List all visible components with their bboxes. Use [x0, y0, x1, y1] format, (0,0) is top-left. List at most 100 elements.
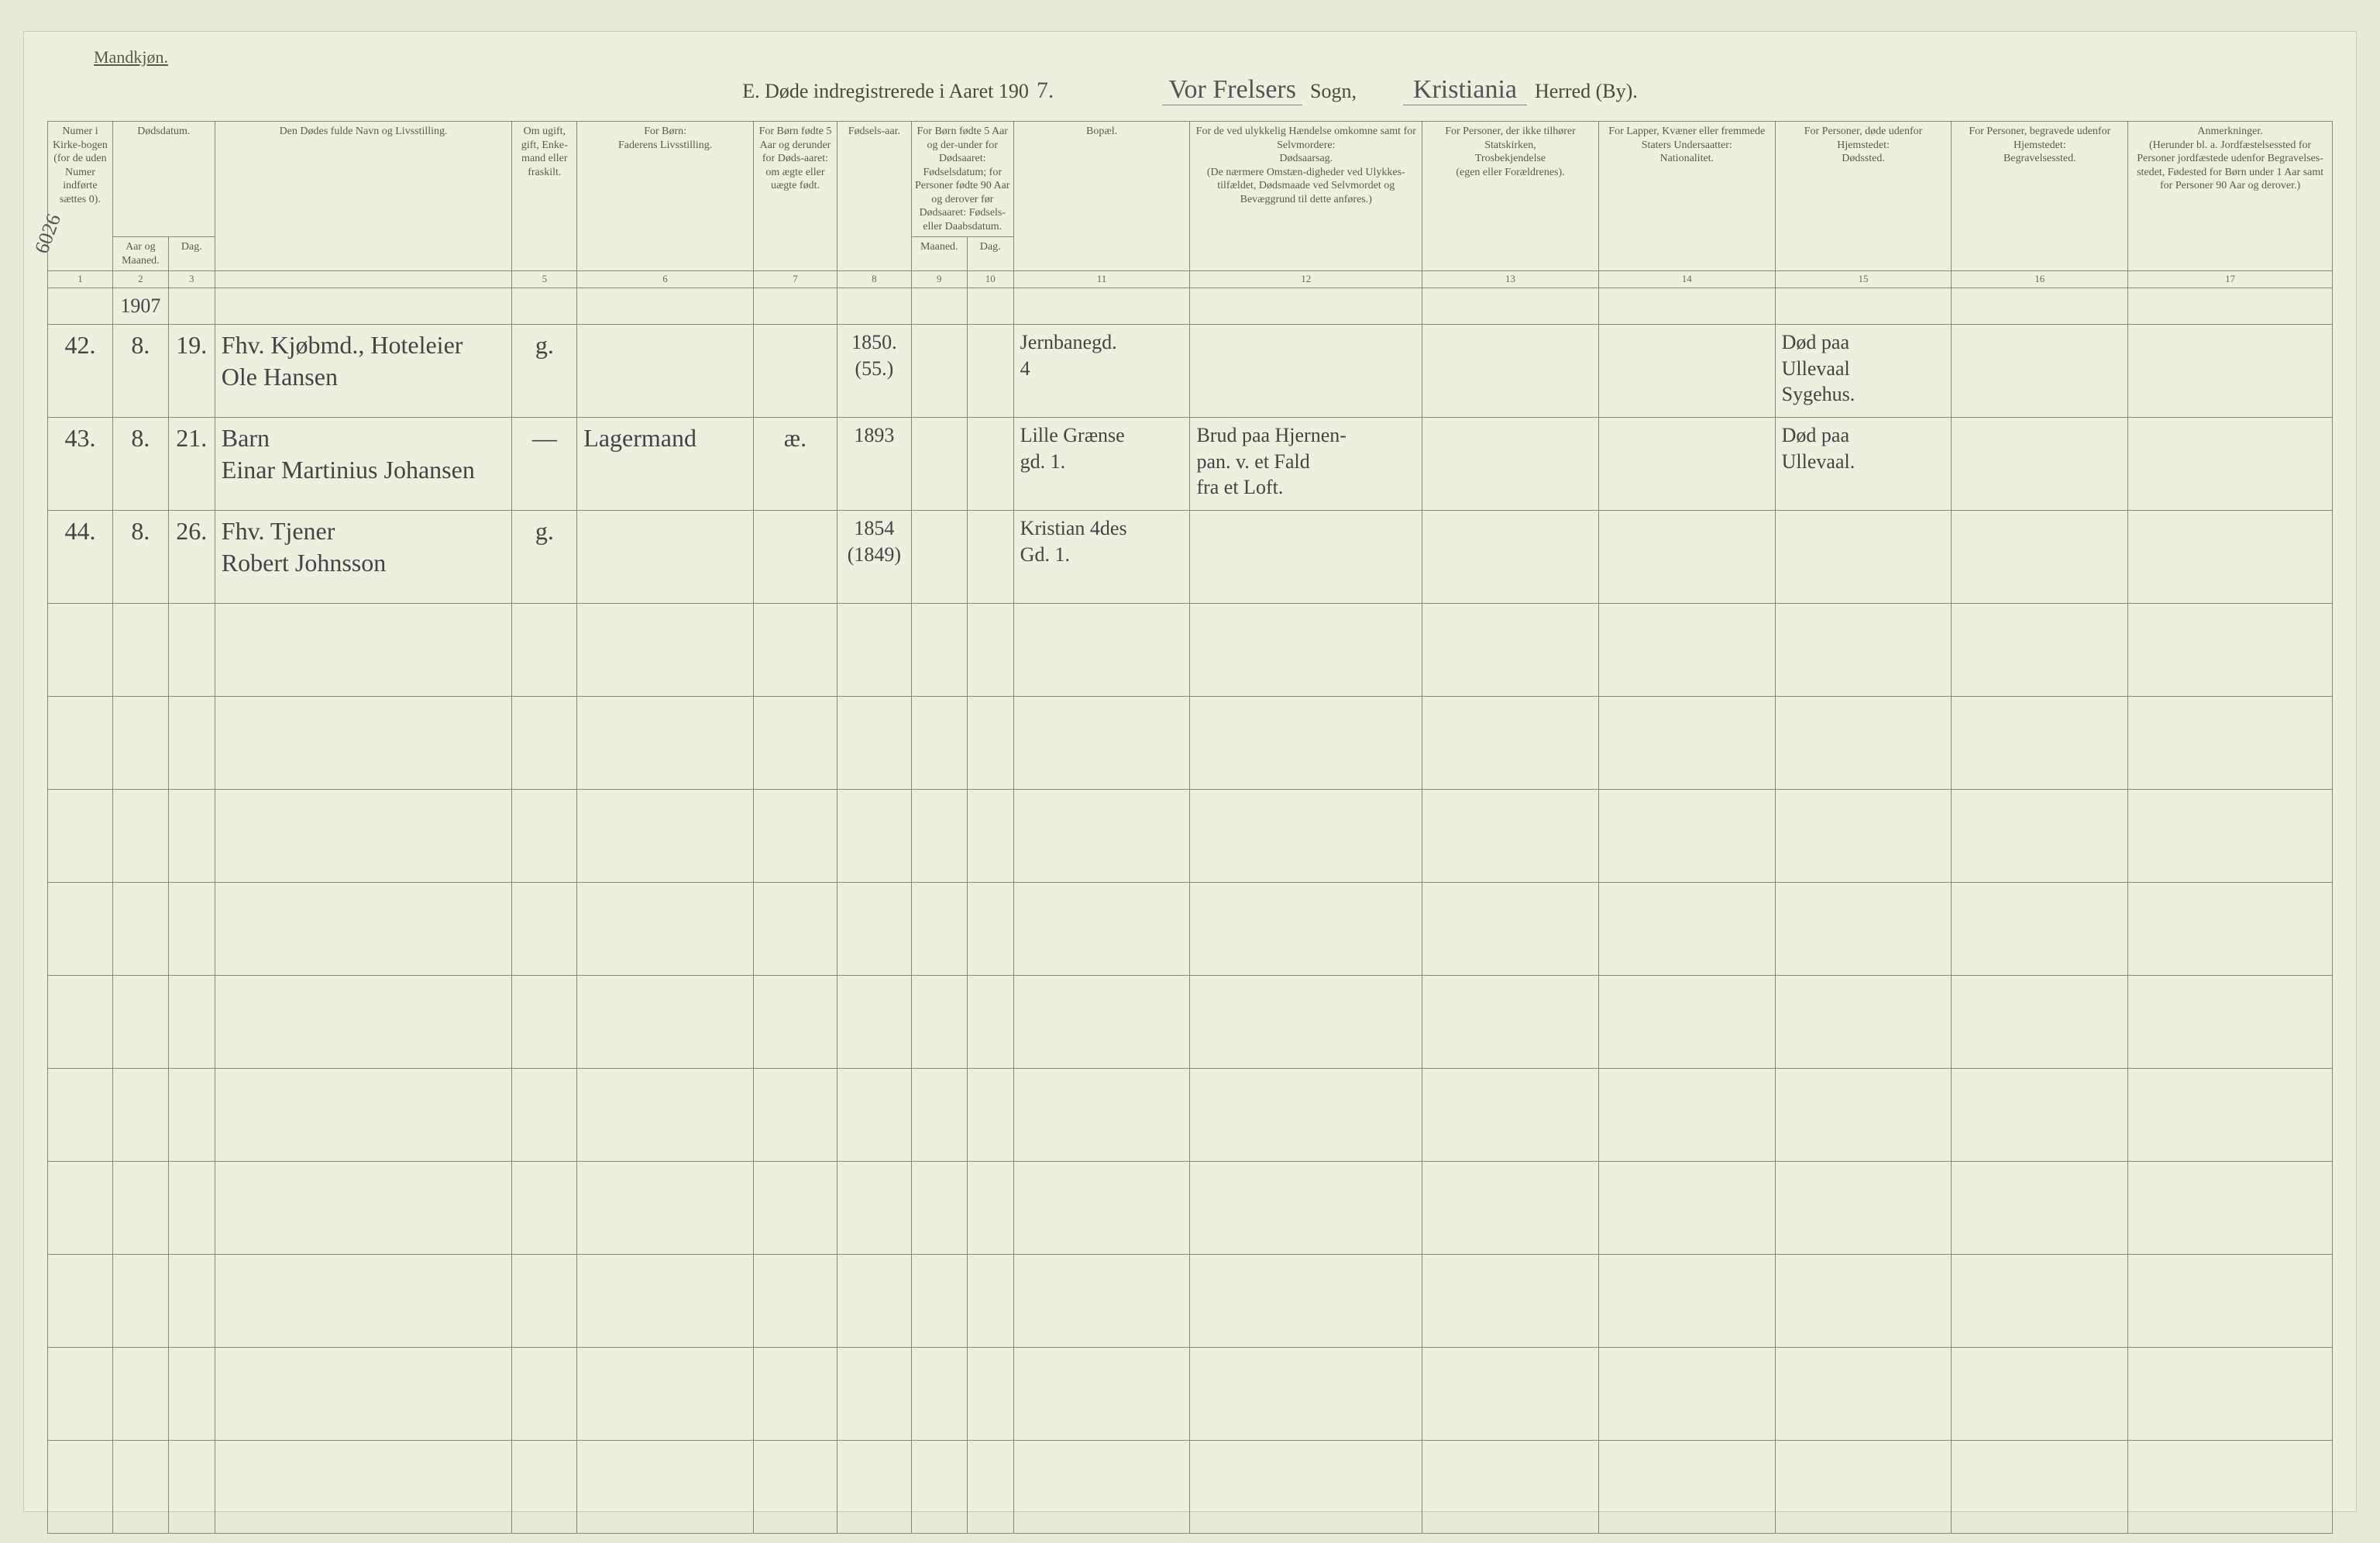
empty-cell: [577, 1254, 754, 1347]
col-header-5: Om ugift, gift, Enke-mand eller fraskilt…: [512, 122, 577, 271]
empty-cell: [2128, 603, 2333, 696]
cell-burial: [1952, 324, 2128, 417]
empty-cell: [168, 975, 215, 1068]
cell-remarks: [2128, 417, 2333, 510]
col-header-7: For Børn fødte 5 Aar og derunder for Død…: [754, 122, 837, 271]
cell-remarks: [2128, 324, 2333, 417]
empty-cell: [837, 1161, 911, 1254]
empty-cell: [112, 1254, 168, 1347]
colnum: 12: [1190, 271, 1422, 288]
col-header-14: For Lapper, Kvæner eller fremmede Stater…: [1598, 122, 1775, 271]
empty-cell: [1190, 603, 1422, 696]
cell-deathplace: Død paa Ullevaal.: [1775, 417, 1952, 510]
colnum: 2: [112, 271, 168, 288]
cell: [1422, 288, 1599, 325]
empty-cell: [168, 1068, 215, 1161]
cell-legit: æ.: [754, 417, 837, 510]
cell-month: 8.: [112, 324, 168, 417]
colnum: 6: [577, 271, 754, 288]
empty-cell: [1190, 975, 1422, 1068]
cell-civil: g.: [512, 324, 577, 417]
cell-name: Fhv. Kjøbmd., Hoteleier Ole Hansen: [215, 324, 512, 417]
empty-cell: [837, 789, 911, 882]
empty-row: [48, 1161, 2333, 1254]
cell-burial: [1952, 417, 2128, 510]
empty-row: [48, 975, 2333, 1068]
empty-row: [48, 882, 2333, 975]
empty-cell: [1952, 1068, 2128, 1161]
empty-cell: [1422, 1440, 1599, 1533]
empty-cell: [215, 696, 512, 789]
empty-cell: [215, 789, 512, 882]
empty-cell: [967, 1161, 1013, 1254]
col-header-15: For Personer, døde udenfor Hjemstedet: D…: [1775, 122, 1952, 271]
empty-cell: [577, 1440, 754, 1533]
empty-cell: [577, 975, 754, 1068]
col-header-9-10: For Børn fødte 5 Aar og der-under for Dø…: [911, 122, 1013, 237]
empty-cell: [512, 882, 577, 975]
year-row: 1907: [48, 288, 2333, 325]
cell-month: 8.: [112, 417, 168, 510]
cell: [2128, 288, 2333, 325]
cell: [967, 288, 1013, 325]
empty-cell: [754, 1440, 837, 1533]
cell-birth: 1893: [837, 417, 911, 510]
cell-bm: [911, 510, 967, 603]
col-header-16: For Personer, begravede udenfor Hjemsted…: [1952, 122, 2128, 271]
empty-cell: [837, 1254, 911, 1347]
empty-cell: [967, 1440, 1013, 1533]
empty-cell: [754, 603, 837, 696]
cell-bd: [967, 510, 1013, 603]
col-header-2: Dødsdatum.: [112, 122, 215, 237]
empty-cell: [48, 789, 113, 882]
cell-civil: g.: [512, 510, 577, 603]
empty-cell: [168, 696, 215, 789]
empty-cell: [911, 1254, 967, 1347]
cell: [754, 288, 837, 325]
col-header-13: For Personer, der ikke tilhører Statskir…: [1422, 122, 1599, 271]
empty-cell: [1598, 603, 1775, 696]
empty-cell: [1775, 1068, 1952, 1161]
empty-cell: [1598, 1347, 1775, 1440]
empty-cell: [1952, 975, 2128, 1068]
empty-cell: [577, 1161, 754, 1254]
cell-name: Barn Einar Martinius Johansen: [215, 417, 512, 510]
empty-cell: [1190, 1440, 1422, 1533]
empty-cell: [512, 1068, 577, 1161]
empty-cell: [1190, 789, 1422, 882]
empty-cell: [967, 882, 1013, 975]
cell-name: Fhv. Tjener Robert Johnsson: [215, 510, 512, 603]
cell-legit: [754, 510, 837, 603]
col-header-6: For Børn: Faderens Livsstilling.: [577, 122, 754, 271]
empty-cell: [1775, 882, 1952, 975]
herred-label: Herred (By).: [1535, 80, 1638, 103]
empty-cell: [48, 1161, 113, 1254]
cell-faith: [1422, 417, 1599, 510]
empty-cell: [1422, 1254, 1599, 1347]
cell: [577, 288, 754, 325]
empty-cell: [168, 1440, 215, 1533]
col-header-4: Den Dødes fulde Navn og Livsstilling.: [215, 122, 512, 271]
cell-faith: [1422, 324, 1599, 417]
empty-cell: [967, 603, 1013, 696]
empty-cell: [1775, 789, 1952, 882]
cell-father: [577, 510, 754, 603]
empty-cell: [1422, 789, 1599, 882]
empty-cell: [215, 882, 512, 975]
empty-cell: [911, 882, 967, 975]
cell-bm: [911, 324, 967, 417]
empty-cell: [112, 1068, 168, 1161]
sogn-value: Vor Frelsers: [1162, 75, 1302, 105]
empty-cell: [112, 1347, 168, 1440]
empty-cell: [168, 1347, 215, 1440]
empty-cell: [1952, 882, 2128, 975]
empty-cell: [837, 603, 911, 696]
colnum: 1: [48, 271, 113, 288]
cell: [1598, 288, 1775, 325]
cell: [1190, 288, 1422, 325]
colnum: [215, 271, 512, 288]
empty-cell: [837, 696, 911, 789]
cell: [837, 288, 911, 325]
empty-cell: [2128, 1440, 2333, 1533]
colnum: 10: [967, 271, 1013, 288]
